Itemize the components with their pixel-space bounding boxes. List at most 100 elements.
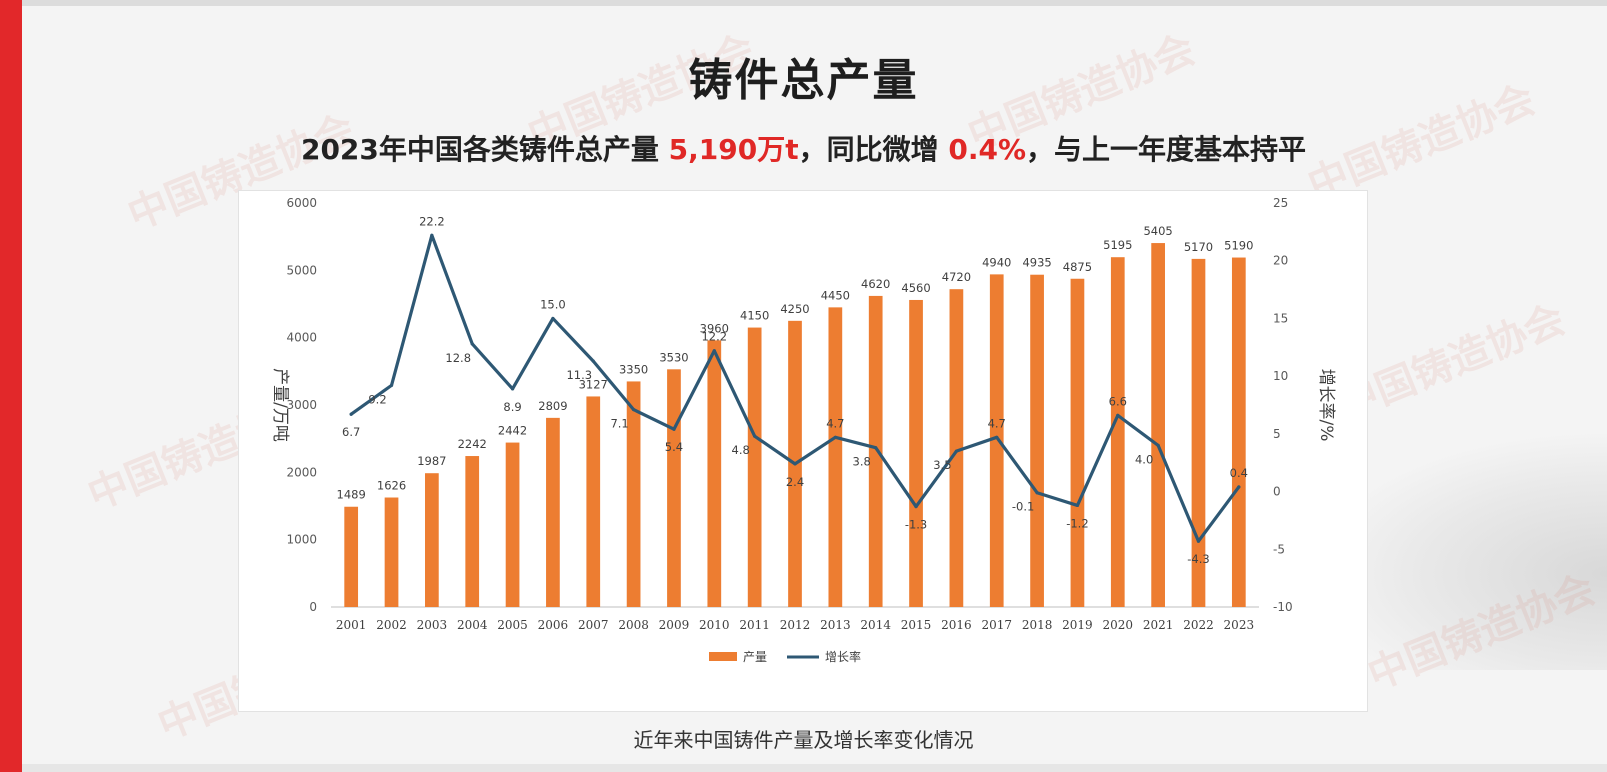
x-tick-label: 2015	[901, 618, 932, 632]
bar-value-label: 4940	[982, 255, 1011, 269]
y-tick-label: 6000	[286, 196, 317, 210]
bar-value-label: 5190	[1224, 239, 1253, 253]
y2-tick-label: 5	[1273, 427, 1281, 441]
bar	[707, 340, 721, 607]
x-tick-label: 2013	[820, 618, 851, 632]
legend-line-label: 增长率	[825, 649, 861, 664]
bar	[990, 274, 1004, 607]
line-value-label: 4.0	[1135, 452, 1153, 466]
y-tick-label: 0	[309, 600, 317, 614]
bar	[909, 300, 923, 607]
bar-value-label: 3530	[659, 350, 688, 364]
y-axis-title: 产量/万吨	[270, 368, 290, 442]
subtitle-text-1: 2023年中国各类铸件总产量	[301, 133, 669, 166]
line-value-label: -1.3	[905, 518, 927, 532]
line-value-label: 3.5	[933, 458, 951, 472]
line-point	[1157, 444, 1160, 447]
x-tick-label: 2023	[1224, 618, 1255, 632]
line-point	[753, 435, 756, 438]
x-tick-label: 2003	[417, 618, 448, 632]
y-tick-label: 2000	[286, 465, 317, 479]
page-subtitle: 2023年中国各类铸件总产量 5,190万t，同比微增 0.4%，与上一年度基本…	[0, 128, 1607, 168]
y2-tick-label: -5	[1273, 542, 1285, 556]
left-red-bar	[0, 0, 22, 772]
bar-value-label: 4450	[821, 288, 850, 302]
line-point	[551, 317, 554, 320]
line-value-label: -4.3	[1187, 552, 1209, 566]
x-tick-label: 2018	[1022, 618, 1053, 632]
bar	[465, 456, 479, 607]
bar	[869, 296, 883, 607]
y-tick-label: 4000	[286, 331, 317, 345]
subtitle-text-3: ，与上一年度基本持平	[1026, 133, 1306, 166]
line-value-label: 8.9	[503, 400, 521, 414]
bar	[425, 473, 439, 607]
y2-tick-label: 25	[1273, 196, 1288, 210]
y-tick-label: 3000	[286, 398, 317, 412]
line-point	[834, 436, 837, 439]
bar-value-label: 5195	[1103, 238, 1132, 252]
top-border	[0, 0, 1607, 6]
x-tick-label: 2007	[578, 618, 609, 632]
line-point	[1035, 491, 1038, 494]
line-value-label: 12.2	[701, 330, 727, 344]
line-value-label: 4.8	[732, 443, 750, 457]
legend-bar-label: 产量	[743, 650, 767, 664]
x-tick-label: 2014	[860, 618, 891, 632]
subtitle-total-output: 5,190万t	[669, 133, 799, 166]
y2-axis-title: 增长率/%	[1316, 369, 1336, 442]
subtitle-growth-rate: 0.4%	[948, 133, 1026, 166]
line-value-label: 3.8	[853, 455, 871, 469]
bar	[1111, 257, 1125, 607]
line-point	[1116, 414, 1119, 417]
line-value-label: -1.2	[1066, 516, 1088, 530]
x-tick-label: 2005	[497, 618, 528, 632]
bar	[1232, 258, 1246, 607]
x-tick-label: 2020	[1103, 618, 1134, 632]
bar	[1071, 279, 1085, 607]
line-point	[632, 408, 635, 411]
bottom-border	[22, 764, 1607, 772]
bar-value-label: 4720	[942, 270, 971, 284]
x-tick-label: 2022	[1183, 618, 1214, 632]
line-point	[793, 462, 796, 465]
x-tick-label: 2008	[618, 618, 649, 632]
chart-container: 0 1000 2000 3000 4000 5000 6000 -10 -5 0 5 10 15 20 25…	[238, 190, 1368, 712]
bar-value-label: 4560	[901, 281, 930, 295]
line-value-label: 22.2	[419, 214, 445, 228]
line-point	[995, 436, 998, 439]
x-tick-label: 2006	[538, 618, 569, 632]
page-title: 铸件总产量	[0, 44, 1607, 108]
line-point	[350, 413, 353, 416]
x-tick-label: 2021	[1143, 618, 1174, 632]
bars	[344, 243, 1245, 607]
line-value-label: 6.6	[1109, 394, 1127, 408]
line-value-label: -0.1	[1012, 500, 1034, 514]
line-point	[874, 446, 877, 449]
bar-value-label: 1489	[337, 488, 366, 502]
bar	[586, 396, 600, 607]
bar-value-label: 4250	[780, 302, 809, 316]
y2-tick-label: 15	[1273, 311, 1288, 325]
line-value-label: 2.4	[786, 475, 804, 489]
bar-value-label: 3350	[619, 362, 648, 376]
line-point	[471, 342, 474, 345]
line-point	[1076, 504, 1079, 507]
bar-value-label: 1987	[417, 454, 446, 468]
chart-caption: 近年来中国铸件产量及增长率变化情况	[0, 724, 1607, 753]
line-value-label: 4.7	[826, 416, 844, 430]
x-tick-label: 2017	[981, 618, 1012, 632]
bar	[828, 307, 842, 607]
bar-value-label: 4620	[861, 277, 890, 291]
line-value-label: 6.7	[342, 425, 360, 439]
x-tick-label: 2001	[336, 618, 367, 632]
y2-tick-label: 0	[1273, 485, 1281, 499]
bar-value-label: 5170	[1184, 240, 1213, 254]
x-tick-label: 2010	[699, 618, 730, 632]
bar-value-label: 1626	[377, 479, 406, 493]
line-point	[390, 384, 393, 387]
y2-tick-label: 20	[1273, 254, 1288, 268]
bar-value-label: 4875	[1063, 260, 1092, 274]
line-value-label: 5.4	[665, 440, 683, 454]
bar-value-label: 4150	[740, 309, 769, 323]
